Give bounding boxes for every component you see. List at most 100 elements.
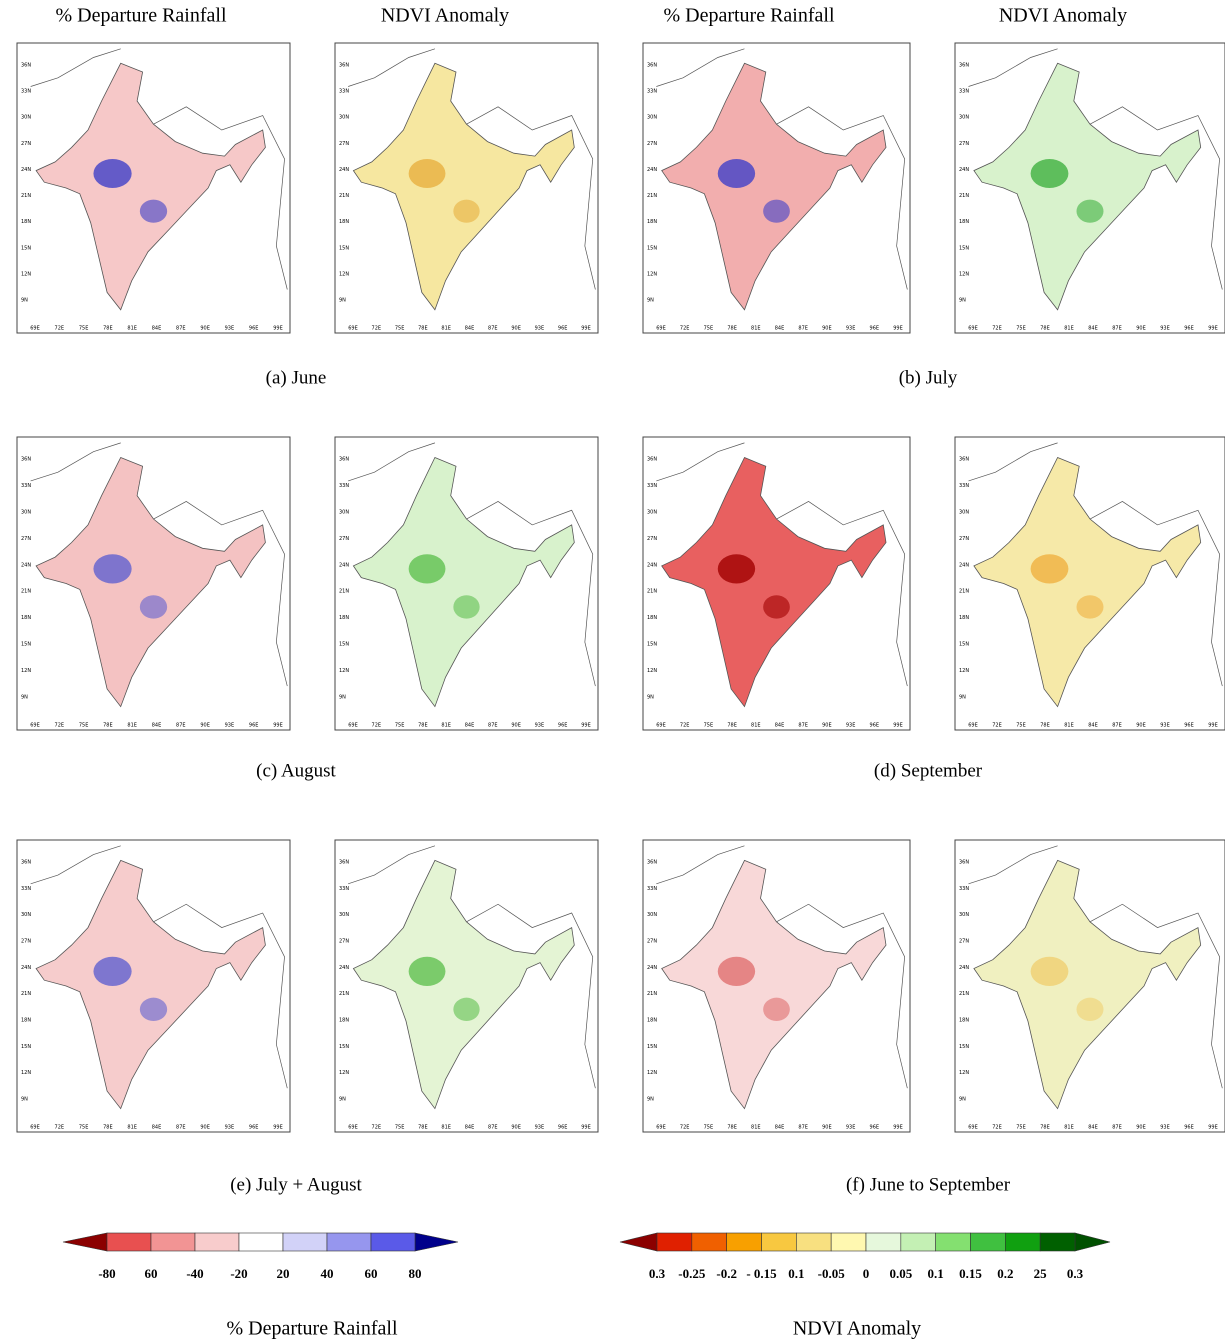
lon-label: 72E: [680, 326, 690, 332]
lon-label: 87E: [1112, 326, 1122, 332]
lat-label: 18N: [339, 1018, 349, 1024]
lat-label: 18N: [21, 1018, 31, 1024]
lat-label: 27N: [647, 939, 657, 945]
colorbar-box: [282, 1232, 328, 1252]
lon-label: 78E: [727, 1125, 737, 1131]
lat-label: 24N: [959, 562, 969, 568]
lat-label: 30N: [21, 115, 31, 121]
map: 36N 33N 30N 27N 24N 21N 18N 15N 12N 9N 69E 72E 75E 78…: [334, 42, 599, 334]
border-line: [776, 903, 908, 1089]
lat-label: 18N: [647, 1018, 657, 1024]
anomaly-patch: [717, 956, 756, 987]
lon-label: 99E: [1208, 1125, 1218, 1131]
lat-label: 9N: [647, 298, 654, 304]
lon-label: 81E: [441, 326, 451, 332]
lon-label: 81E: [1064, 1125, 1074, 1131]
lon-label: 93E: [846, 326, 856, 332]
colorbar-label: 0: [863, 1266, 870, 1281]
lat-label: 33N: [339, 886, 349, 892]
lon-label: 81E: [1064, 326, 1074, 332]
lon-label: 81E: [1064, 723, 1074, 729]
lon-label: 90E: [822, 723, 832, 729]
lon-label: 75E: [79, 1125, 89, 1131]
lat-label: 30N: [21, 912, 31, 918]
border-line: [30, 845, 121, 885]
colorbar-label: 25: [1034, 1266, 1048, 1281]
anomaly-patch: [93, 159, 132, 188]
lon-label: 81E: [127, 723, 137, 729]
lon-label: 69E: [968, 723, 978, 729]
panel-caption: (e) July + August: [230, 1174, 362, 1195]
lat-label: 27N: [959, 939, 969, 945]
border-line: [656, 48, 745, 87]
lon-label: 69E: [656, 326, 666, 332]
lat-label: 12N: [647, 1070, 657, 1076]
lon-label: 96E: [870, 1125, 880, 1131]
lon-label: 87E: [176, 1125, 186, 1131]
lon-label: 90E: [822, 326, 832, 332]
colorbar-box: [1005, 1232, 1041, 1252]
lon-label: 99E: [893, 326, 903, 332]
lon-label: 90E: [1136, 1125, 1146, 1131]
country-shape: [973, 62, 1202, 311]
border-line: [1089, 903, 1223, 1089]
lat-label: 9N: [959, 298, 966, 304]
colorbar-label: - 0.15: [746, 1266, 777, 1281]
lat-label: 9N: [21, 1097, 28, 1103]
lat-label: 15N: [21, 1044, 31, 1050]
map: 36N 33N 30N 27N 24N 21N 18N 15N 12N 9N 69E 72E 75E 78…: [16, 436, 291, 731]
lat-label: 9N: [647, 695, 654, 701]
colorbar-label: 0.05: [889, 1266, 912, 1281]
lat-label: 36N: [647, 63, 657, 69]
lat-label: 30N: [647, 912, 657, 918]
lon-label: 75E: [704, 723, 714, 729]
lon-label: 87E: [1112, 1125, 1122, 1131]
lon-label: 75E: [395, 326, 405, 332]
lon-label: 75E: [395, 723, 405, 729]
lat-label: 36N: [959, 860, 969, 866]
lat-label: 21N: [647, 991, 657, 997]
column-header: NDVI Anomaly: [999, 5, 1127, 27]
lat-label: 24N: [647, 167, 657, 173]
lat-label: 15N: [959, 642, 969, 648]
lon-label: 96E: [870, 326, 880, 332]
border-line: [30, 48, 121, 87]
lon-label: 87E: [488, 723, 498, 729]
map: 36N 33N 30N 27N 24N 21N 18N 15N 12N 9N 69E 72E 75E 78…: [642, 42, 911, 334]
lat-label: 30N: [959, 509, 969, 515]
colorbar-box: [935, 1232, 971, 1252]
lon-label: 81E: [441, 1125, 451, 1131]
country-shape: [352, 859, 575, 1110]
lon-label: 84E: [775, 1125, 785, 1131]
map: 36N 33N 30N 27N 24N 21N 18N 15N 12N 9N 69E 72E 75E 78…: [954, 42, 1225, 334]
lon-label: 75E: [395, 1125, 405, 1131]
lat-label: 27N: [339, 536, 349, 542]
lon-label: 69E: [348, 1125, 358, 1131]
lon-label: 81E: [751, 326, 761, 332]
lon-label: 75E: [704, 1125, 714, 1131]
lon-label: 84E: [465, 326, 475, 332]
lat-label: 30N: [647, 509, 657, 515]
colorbar-label: 40: [321, 1266, 334, 1281]
lat-label: 12N: [21, 271, 31, 277]
colorbar-label: 0.1: [788, 1266, 804, 1281]
border-line: [968, 845, 1058, 885]
border-line: [1089, 501, 1223, 687]
lat-label: 33N: [21, 89, 31, 95]
anomaly-patch: [453, 997, 480, 1022]
lon-label: 90E: [822, 1125, 832, 1131]
colorbar-box: [796, 1232, 832, 1252]
lat-label: 9N: [21, 298, 28, 304]
border-line: [466, 106, 596, 290]
lat-label: 36N: [647, 457, 657, 463]
anomaly-patch: [1030, 159, 1069, 188]
lat-label: 18N: [959, 615, 969, 621]
lon-label: 99E: [581, 723, 591, 729]
anomaly-patch: [1030, 554, 1069, 584]
map: 36N 33N 30N 27N 24N 21N 18N 15N 12N 9N 69E 72E 75E 78…: [954, 839, 1225, 1133]
lat-label: 33N: [959, 483, 969, 489]
map: 36N 33N 30N 27N 24N 21N 18N 15N 12N 9N 69E 72E 75E 78…: [16, 839, 291, 1133]
lat-label: 36N: [647, 860, 657, 866]
country-shape: [352, 456, 575, 708]
lon-label: 90E: [511, 723, 521, 729]
